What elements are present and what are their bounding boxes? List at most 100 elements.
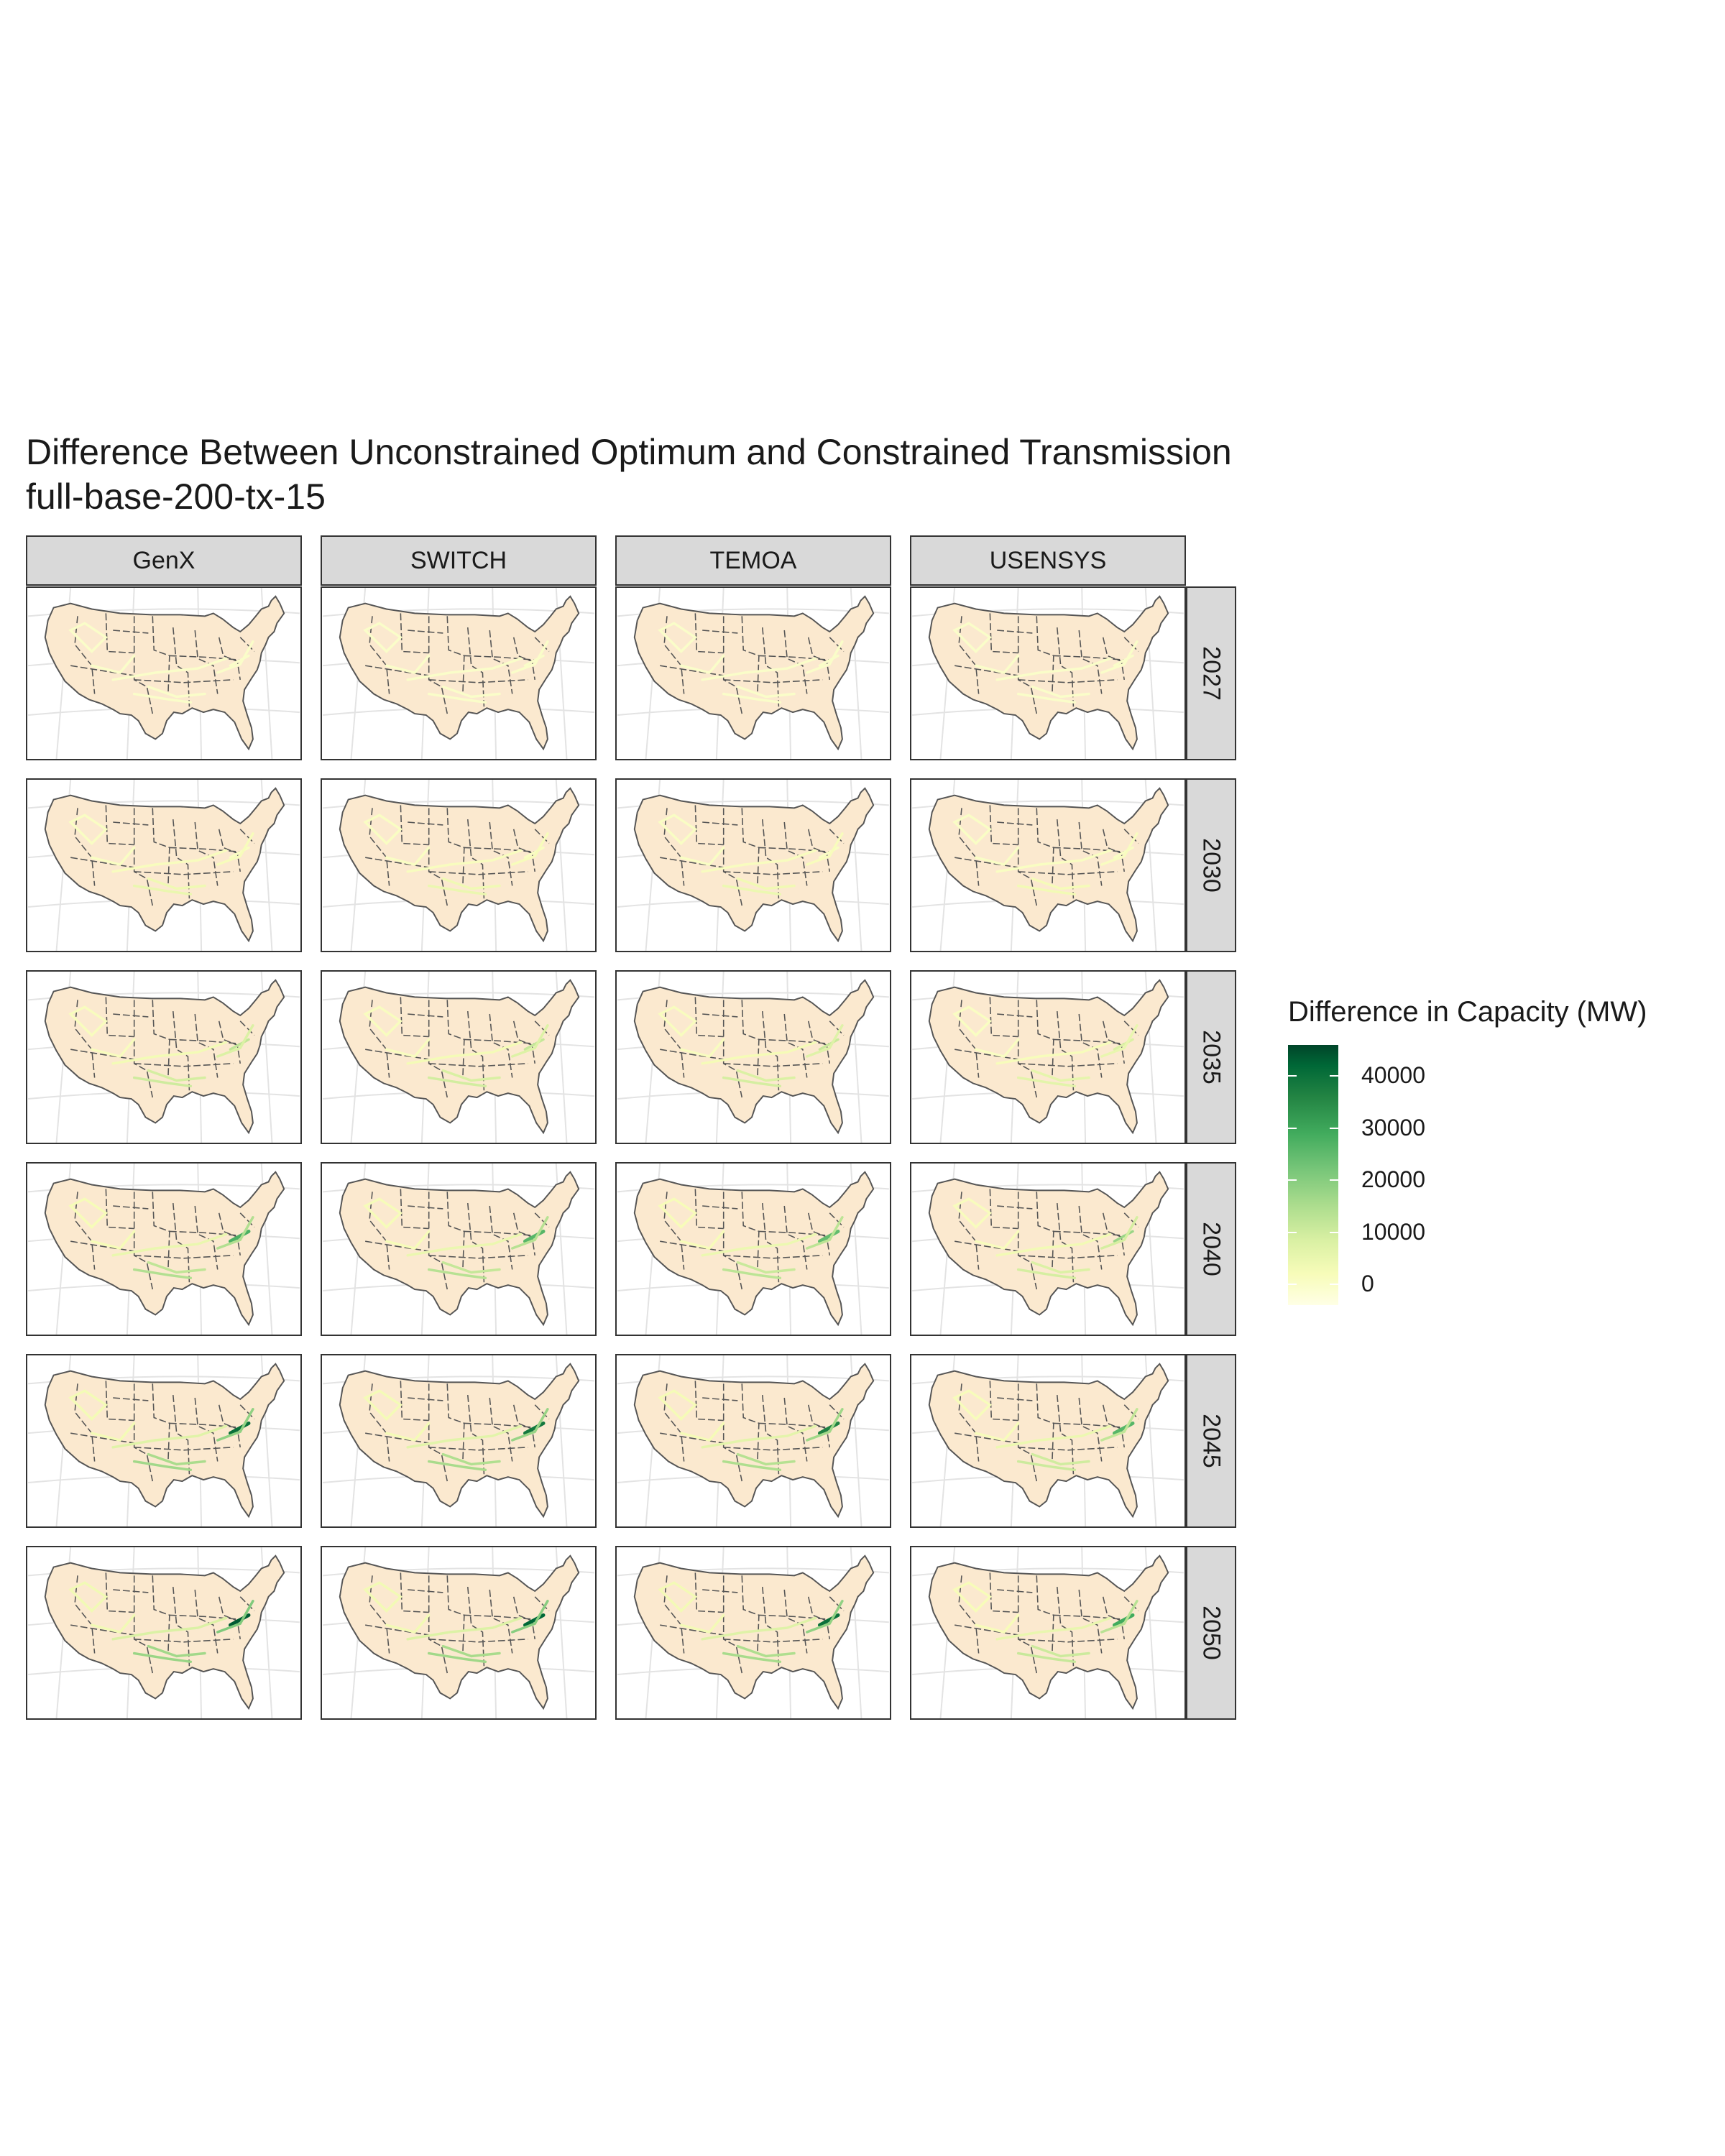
region-boundary xyxy=(152,1000,170,1078)
facet-strip-2045: 2045 xyxy=(1186,1354,1236,1528)
region-boundary xyxy=(428,679,528,683)
region-boundary xyxy=(428,1383,448,1482)
region-boundary xyxy=(1036,808,1054,886)
region-boundary xyxy=(702,630,738,634)
region-boundary xyxy=(70,1432,134,1444)
region-boundary xyxy=(954,665,1018,676)
region-boundary xyxy=(152,1383,170,1462)
transmission-line-ne-corridor xyxy=(1113,1230,1134,1243)
region-boundary xyxy=(958,808,980,886)
transmission-line-ne-corridor xyxy=(228,1229,251,1243)
region-boundary xyxy=(74,1192,96,1270)
region-boundary xyxy=(829,1404,845,1420)
region-boundary xyxy=(1036,1192,1054,1270)
region-boundary xyxy=(428,1575,448,1674)
region-boundary xyxy=(218,637,241,680)
region-boundary xyxy=(446,808,465,886)
region-boundary xyxy=(660,1240,724,1252)
transmission-line-tx-gulf xyxy=(736,1261,796,1274)
transmission-line-west-loops xyxy=(363,1581,431,1634)
region-boundary xyxy=(133,1575,154,1674)
region-boundary xyxy=(807,1021,830,1064)
region-boundary xyxy=(464,1614,535,1621)
region-boundary xyxy=(807,1404,830,1447)
region-boundary xyxy=(1078,630,1103,694)
region-boundary xyxy=(408,1013,443,1018)
transmission-line-midatlantic xyxy=(1100,1600,1138,1634)
region-boundary xyxy=(428,1063,528,1067)
transmission-line-ne-corridor xyxy=(523,846,545,859)
transmission-line-plains-midwest xyxy=(406,1233,523,1257)
transmission-line-tx-gulf xyxy=(441,1644,501,1658)
map-panel-switch-2050 xyxy=(321,1546,597,1720)
region-boundary xyxy=(446,1575,465,1654)
transmission-line-midatlantic xyxy=(511,640,549,674)
region-boundary xyxy=(133,616,154,714)
region-boundary xyxy=(783,630,808,694)
map-panel-genx-2030 xyxy=(26,778,302,952)
map-panel-temoa-2027 xyxy=(615,586,891,760)
region-boundary xyxy=(400,1381,429,1422)
transmission-line-ne-corridor xyxy=(817,1229,840,1243)
region-boundary xyxy=(369,1575,390,1654)
map-panel-switch-2030 xyxy=(321,778,597,952)
region-boundary xyxy=(954,1049,1018,1060)
region-boundary xyxy=(489,1205,513,1270)
transmission-line-ne-corridor xyxy=(818,1038,840,1051)
legend-tick-mark xyxy=(1330,1284,1338,1286)
region-boundary xyxy=(369,1192,390,1270)
map-panel-usensys-2045 xyxy=(910,1354,1186,1528)
transmission-line-tx-gulf xyxy=(736,1452,796,1466)
region-boundary xyxy=(169,655,241,661)
region-boundary xyxy=(464,1038,535,1045)
transmission-line-west-loops xyxy=(68,1581,136,1634)
region-boundary xyxy=(464,847,535,853)
transmission-line-midatlantic xyxy=(1100,1408,1138,1442)
transmission-line-southeast-tx xyxy=(427,884,487,896)
transmission-line-west-loops xyxy=(363,1005,431,1058)
transmission-line-tx-gulf xyxy=(1031,1069,1090,1082)
region-boundary xyxy=(369,616,390,694)
region-boundary xyxy=(989,805,1018,846)
region-boundary xyxy=(1036,616,1054,694)
region-boundary xyxy=(169,1038,241,1045)
transmission-line-plains-midwest xyxy=(701,1233,817,1257)
transmission-line-plains-midwest xyxy=(995,1424,1112,1449)
region-boundary xyxy=(239,1021,255,1036)
region-boundary xyxy=(702,821,738,826)
region-boundary xyxy=(74,1575,96,1654)
transmission-line-midatlantic xyxy=(806,832,844,866)
region-boundary xyxy=(134,1447,234,1451)
region-boundary xyxy=(512,1404,535,1447)
transmission-line-tx-gulf xyxy=(736,685,796,699)
region-boundary xyxy=(958,1192,980,1270)
plot-subtitle: full-base-200-tx-15 xyxy=(26,476,326,517)
region-boundary xyxy=(989,1189,1018,1230)
transmission-line-west-loops xyxy=(952,1581,1020,1634)
region-boundary xyxy=(428,1255,528,1259)
region-boundary xyxy=(428,808,448,906)
region-boundary xyxy=(783,821,808,886)
region-boundary xyxy=(1053,655,1125,661)
region-boundary xyxy=(1053,1230,1125,1237)
region-boundary xyxy=(807,1212,830,1256)
region-boundary xyxy=(758,1614,830,1621)
region-boundary xyxy=(1018,1255,1118,1259)
transmission-line-southeast-tx xyxy=(1016,1076,1077,1088)
transmission-line-west-loops xyxy=(68,622,136,674)
transmission-line-west-loops xyxy=(952,622,1020,674)
facet-strip-2027: 2027 xyxy=(1186,586,1236,760)
map-panel-switch-2027 xyxy=(321,586,597,760)
legend-tick-mark xyxy=(1330,1231,1338,1233)
facet-strip-usensys: USENSYS xyxy=(910,535,1186,586)
transmission-line-ne-corridor xyxy=(1113,654,1134,667)
map-panel-temoa-2050 xyxy=(615,1546,891,1720)
transmission-line-ne-corridor xyxy=(229,1038,250,1051)
transmission-line-west-loops xyxy=(68,1005,136,1058)
region-boundary xyxy=(660,1049,724,1060)
region-boundary xyxy=(134,1255,234,1259)
transmission-line-ne-corridor xyxy=(817,1613,840,1627)
region-boundary xyxy=(1053,1038,1125,1045)
region-boundary xyxy=(958,1575,980,1654)
transmission-line-plains-midwest xyxy=(111,1233,228,1257)
